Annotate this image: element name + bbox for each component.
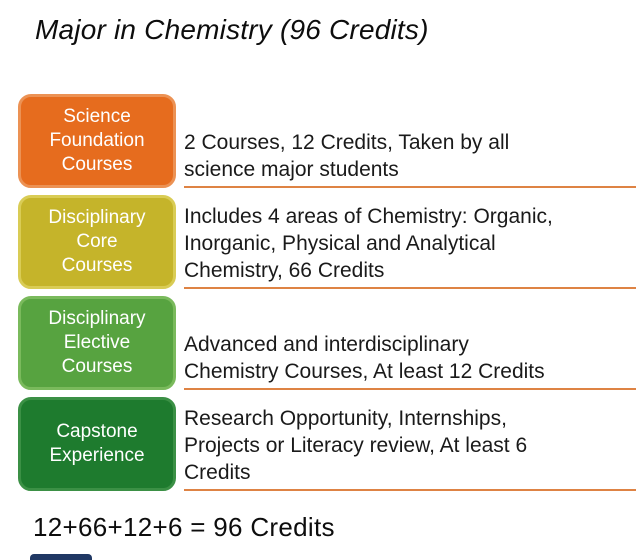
total-formula: 12+66+12+6 = 96 Credits [33,512,335,542]
cut-off-navy-bar [30,554,92,560]
row-science-foundation: Science Foundation Courses 2 Courses, 12… [0,94,644,188]
category-description-text: Research Opportunity, Internships, Proje… [184,407,528,484]
category-description: Includes 4 areas of Chemistry: Organic, … [184,195,636,289]
row-disciplinary-core: Disciplinary Core Courses Includes 4 are… [0,195,644,289]
category-description-text: Includes 4 areas of Chemistry: Organic, … [184,205,553,282]
category-description: Research Opportunity, Internships, Proje… [184,397,636,491]
category-description: Advanced and interdisciplinary Chemistry… [184,296,636,390]
row-capstone-experience: Capstone Experience Research Opportunity… [0,397,644,491]
category-box-label: Disciplinary Elective Courses [48,308,146,377]
category-box-label: Capstone Experience [49,421,145,466]
category-box-disciplinary-core: Disciplinary Core Courses [18,195,176,289]
category-box-label: Science Foundation Courses [49,106,145,175]
page-title: Major in Chemistry (96 Credits) [35,14,429,45]
category-box-disciplinary-elective: Disciplinary Elective Courses [18,296,176,390]
category-box-science-foundation: Science Foundation Courses [18,94,176,188]
category-description: 2 Courses, 12 Credits, Taken by all scie… [184,94,636,188]
row-disciplinary-elective: Disciplinary Elective Courses Advanced a… [0,296,644,390]
credit-diagram: Science Foundation Courses 2 Courses, 12… [0,94,644,498]
category-box-capstone-experience: Capstone Experience [18,397,176,491]
category-box-label: Disciplinary Core Courses [48,207,146,276]
category-description-text: 2 Courses, 12 Credits, Taken by all scie… [184,131,510,181]
category-description-text: Advanced and interdisciplinary Chemistry… [184,333,545,383]
